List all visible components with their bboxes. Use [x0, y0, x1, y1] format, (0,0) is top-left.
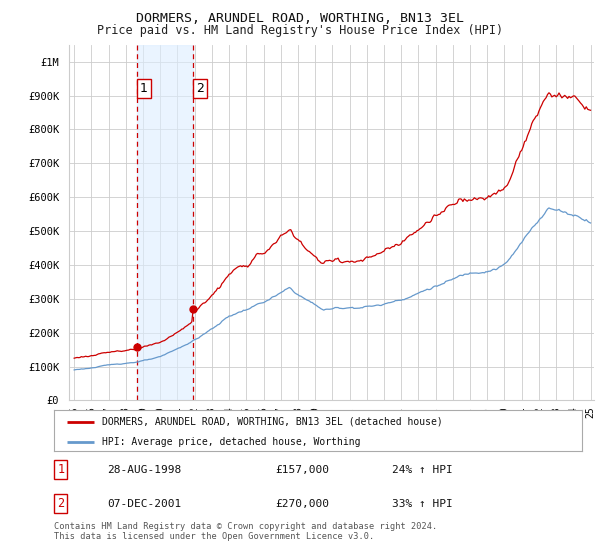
Text: £270,000: £270,000	[276, 499, 330, 509]
Text: 2: 2	[196, 82, 204, 95]
Bar	[137, 45, 193, 400]
Text: 2: 2	[58, 497, 64, 510]
Text: 1: 1	[58, 463, 64, 476]
Text: 33% ↑ HPI: 33% ↑ HPI	[392, 499, 452, 509]
Text: Price paid vs. HM Land Registry's House Price Index (HPI): Price paid vs. HM Land Registry's House …	[97, 24, 503, 36]
Text: £157,000: £157,000	[276, 465, 330, 475]
Text: HPI: Average price, detached house, Worthing: HPI: Average price, detached house, Wort…	[101, 437, 360, 447]
Text: 24% ↑ HPI: 24% ↑ HPI	[392, 465, 452, 475]
Text: 28-AUG-1998: 28-AUG-1998	[107, 465, 181, 475]
Text: Contains HM Land Registry data © Crown copyright and database right 2024.
This d: Contains HM Land Registry data © Crown c…	[54, 522, 437, 542]
Text: DORMERS, ARUNDEL ROAD, WORTHING, BN13 3EL: DORMERS, ARUNDEL ROAD, WORTHING, BN13 3E…	[136, 12, 464, 25]
Text: 1: 1	[140, 82, 148, 95]
Text: 07-DEC-2001: 07-DEC-2001	[107, 499, 181, 509]
Text: DORMERS, ARUNDEL ROAD, WORTHING, BN13 3EL (detached house): DORMERS, ARUNDEL ROAD, WORTHING, BN13 3E…	[101, 417, 442, 427]
